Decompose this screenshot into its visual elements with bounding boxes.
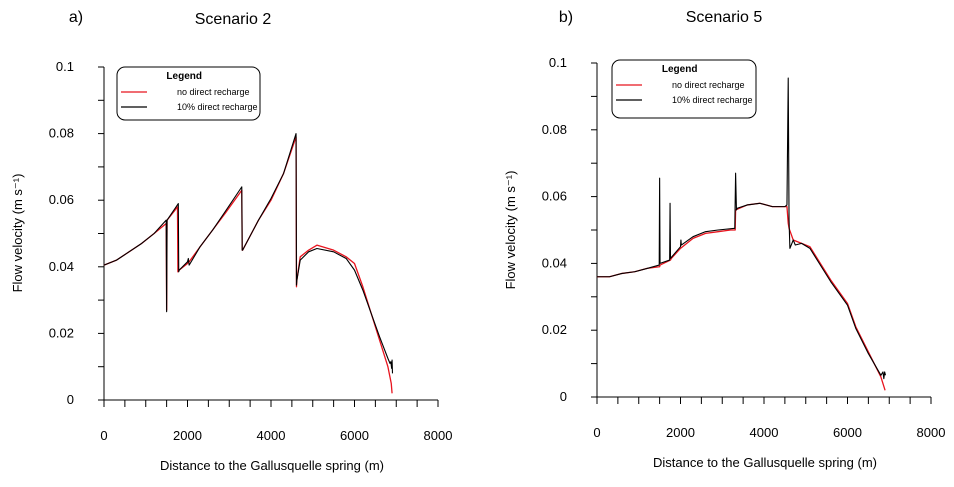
legend-box bbox=[116, 66, 261, 121]
x-tick-label: 6000 bbox=[833, 425, 862, 440]
legend: Legend no direct recharge 10% direct recha… bbox=[116, 66, 261, 121]
y-axis-label: Flow velocity (m s⁻¹) bbox=[503, 171, 518, 290]
x-tick-label: 8000 bbox=[424, 428, 453, 443]
y-tick-label: 0.1 bbox=[549, 55, 567, 70]
chart-panel-1: a) Scenario 2 0 0.02 0.04 0.06 0.08 0.1 0 2000 400… bbox=[10, 9, 452, 473]
x-tick-label: 4000 bbox=[257, 428, 286, 443]
x-tick-label: 8000 bbox=[917, 425, 946, 440]
y-tick-label: 0.08 bbox=[542, 122, 567, 137]
x-tick-label: 2000 bbox=[666, 425, 695, 440]
legend-title: Legend bbox=[662, 64, 698, 75]
y-tick-label: 0.04 bbox=[542, 255, 567, 270]
legend-entry-label: no direct recharge bbox=[672, 80, 745, 90]
legend-title: Legend bbox=[166, 71, 202, 82]
panel-letter: b) bbox=[559, 9, 573, 26]
y-tick-label: 0.06 bbox=[49, 192, 74, 207]
chart-title: Scenario 2 bbox=[195, 11, 272, 28]
legend-entry-label: 10% direct recharge bbox=[177, 102, 258, 112]
series-line-2 bbox=[597, 77, 887, 380]
x-tick-label: 0 bbox=[593, 425, 600, 440]
chart-panel-2: b) Scenario 5 0 0.02 0.04 0.06 0.08 0.1 0 2000 400… bbox=[503, 9, 945, 470]
chart-title: Scenario 5 bbox=[686, 9, 763, 26]
x-tick-label: 4000 bbox=[750, 425, 779, 440]
y-tick-label: 0 bbox=[67, 392, 74, 407]
y-tick-label: 0.02 bbox=[542, 322, 567, 337]
legend-box bbox=[611, 59, 757, 119]
y-tick-label: 0.1 bbox=[56, 59, 74, 74]
x-axis-label: Distance to the Gallusquelle spring (m) bbox=[160, 458, 384, 473]
y-tick-label: 0.06 bbox=[542, 189, 567, 204]
y-axis-label: Flow velocity (m s⁻¹) bbox=[10, 174, 25, 293]
x-tick-label: 2000 bbox=[173, 428, 202, 443]
x-tick-label: 6000 bbox=[340, 428, 369, 443]
legend-entry-label: no direct recharge bbox=[177, 87, 250, 97]
y-tick-label: 0.08 bbox=[49, 126, 74, 141]
legend: Legend no direct recharge 10% direct recha… bbox=[611, 59, 757, 119]
y-tick-label: 0.02 bbox=[49, 325, 74, 340]
series-line-2 bbox=[103, 133, 394, 374]
y-tick-label: 0 bbox=[560, 389, 567, 404]
legend-entry-label: 10% direct recharge bbox=[672, 95, 753, 105]
x-tick-label: 0 bbox=[100, 428, 107, 443]
x-axis-label: Distance to the Gallusquelle spring (m) bbox=[653, 455, 877, 470]
y-tick-label: 0.04 bbox=[49, 259, 74, 274]
series-line-1 bbox=[103, 136, 393, 394]
panel-letter: a) bbox=[69, 9, 83, 26]
